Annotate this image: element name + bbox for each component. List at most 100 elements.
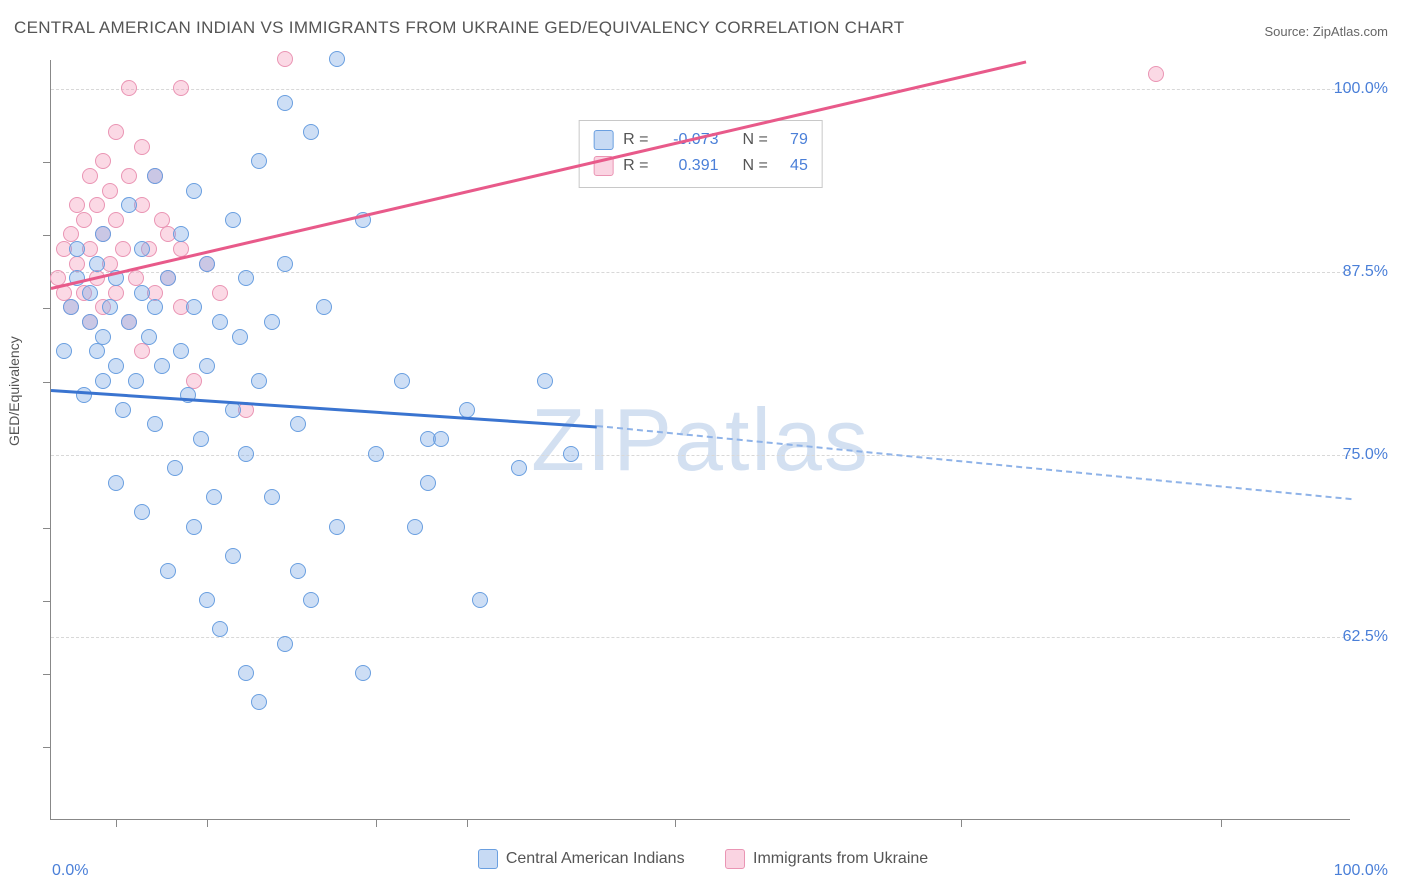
y-tick-label: 100.0% [1334,80,1388,98]
gridline [51,637,1350,638]
y-tick-label: 87.5% [1343,263,1388,281]
y-tick-label: 75.0% [1343,446,1388,464]
scatter-point-a [407,519,423,535]
scatter-point-a [225,548,241,564]
scatter-point-b [69,256,85,272]
watermark-strong: ZIP [531,390,674,489]
scatter-point-a [264,489,280,505]
scatter-point-a [537,373,553,389]
scatter-point-a [108,358,124,374]
gridline [51,89,1350,90]
scatter-point-a [329,519,345,535]
scatter-point-a [147,299,163,315]
scatter-point-a [212,621,228,637]
scatter-point-a [199,592,215,608]
scatter-point-a [167,460,183,476]
scatter-point-a [199,358,215,374]
scatter-point-b [95,153,111,169]
scatter-point-a [115,402,131,418]
scatter-point-a [147,416,163,432]
scatter-point-a [238,446,254,462]
scatter-point-a [186,519,202,535]
scatter-point-a [193,431,209,447]
scatter-point-b [121,168,137,184]
scatter-point-a [290,563,306,579]
scatter-point-a [472,592,488,608]
scatter-point-a [206,489,222,505]
y-minor-tick [43,528,51,529]
scatter-point-b [76,212,92,228]
y-axis-label: GED/Equivalency [6,336,22,446]
scatter-point-a [199,256,215,272]
scatter-point-a [459,402,475,418]
y-minor-tick [43,601,51,602]
scatter-point-a [186,183,202,199]
scatter-point-a [82,314,98,330]
trendline-b [51,60,1027,289]
scatter-point-a [368,446,384,462]
stats-row-b: R = 0.391 N = 45 [593,153,808,179]
legend-swatch-blue [478,849,498,869]
x-tick [467,819,468,827]
scatter-point-b [154,212,170,228]
scatter-point-a [134,504,150,520]
stats-a-n: 79 [778,127,808,153]
x-tick [116,819,117,827]
scatter-point-a [290,416,306,432]
legend-swatch-pink [725,849,745,869]
scatter-point-a [121,197,137,213]
x-tick [675,819,676,827]
scatter-point-a [89,343,105,359]
scatter-point-a [160,270,176,286]
watermark-light: atlas [674,390,870,489]
scatter-point-a [95,226,111,242]
scatter-point-a [433,431,449,447]
scatter-point-a [141,329,157,345]
scatter-point-a [251,694,267,710]
scatter-point-a [225,212,241,228]
legend-item-b: Immigrants from Ukraine [725,849,928,869]
scatter-point-a [329,51,345,67]
scatter-point-a [95,373,111,389]
legend-label-b: Immigrants from Ukraine [753,850,928,868]
scatter-point-a [251,373,267,389]
scatter-point-a [108,475,124,491]
scatter-point-a [277,636,293,652]
x-tick [961,819,962,827]
scatter-point-a [56,343,72,359]
plot-area: ZIPatlas R = -0.073 N = 79 R = 0.391 N =… [50,60,1350,820]
swatch-blue [593,130,613,150]
stats-row-a: R = -0.073 N = 79 [593,127,808,153]
scatter-point-a [277,256,293,272]
scatter-point-a [102,299,118,315]
scatter-point-a [173,226,189,242]
scatter-point-b [102,183,118,199]
scatter-point-a [212,314,228,330]
scatter-point-a [238,270,254,286]
scatter-point-a [173,343,189,359]
scatter-point-b [128,270,144,286]
scatter-point-b [134,139,150,155]
stats-b-r: 0.391 [659,153,719,179]
scatter-point-a [238,665,254,681]
x-tick [376,819,377,827]
scatter-point-b [69,197,85,213]
x-tick [1221,819,1222,827]
scatter-point-a [186,299,202,315]
scatter-point-a [355,665,371,681]
stats-a-nlabel: N = [743,127,768,153]
scatter-point-b [115,241,131,257]
y-minor-tick [43,235,51,236]
scatter-point-b [173,80,189,96]
scatter-point-b [82,168,98,184]
scatter-point-a [232,329,248,345]
scatter-point-a [303,124,319,140]
scatter-point-a [160,563,176,579]
scatter-point-b [277,51,293,67]
scatter-point-b [186,373,202,389]
stats-b-nlabel: N = [743,153,768,179]
scatter-point-a [82,285,98,301]
y-minor-tick [43,382,51,383]
scatter-point-a [121,314,137,330]
scatter-point-b [108,212,124,228]
